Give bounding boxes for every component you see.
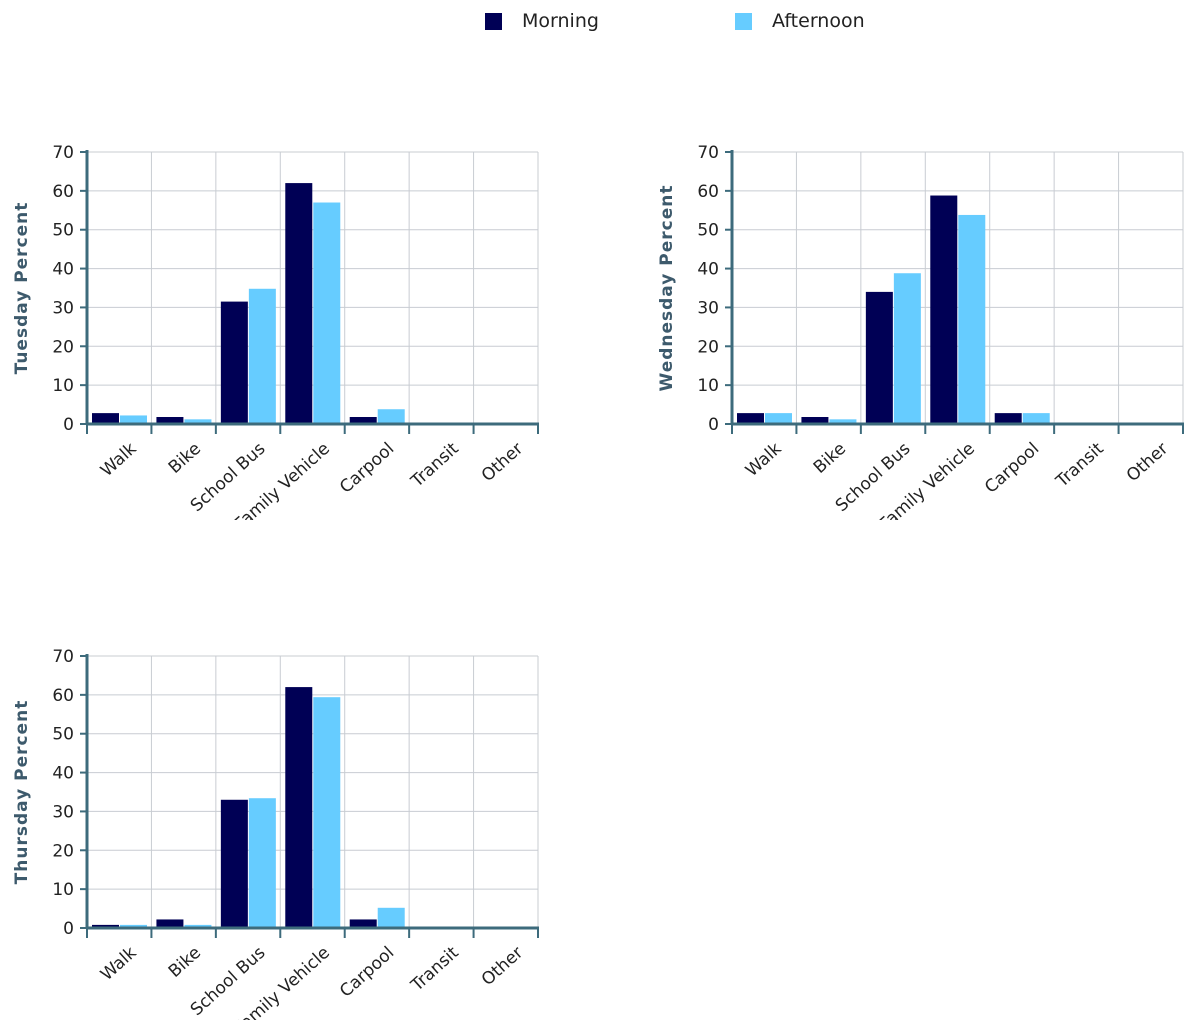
legend-label-morning: Morning (522, 10, 599, 32)
y-axis-title: Tuesday Percent (12, 202, 32, 375)
bar-afternoon-walk[interactable] (765, 413, 792, 424)
x-tick-label-transit: Transit (1052, 439, 1108, 492)
bar-afternoon-bike[interactable] (184, 419, 212, 424)
bar-afternoon-walk[interactable] (120, 415, 147, 424)
y-tick-label: 40 (52, 764, 74, 784)
y-axis-title: Thursday Percent (12, 700, 32, 885)
y-tick-label: 60 (52, 686, 74, 706)
legend-item-afternoon[interactable]: Afternoon (735, 10, 865, 32)
bar-afternoon-bike[interactable] (829, 419, 857, 424)
y-tick-label: 10 (52, 880, 74, 900)
bar-afternoon-bike[interactable] (184, 924, 212, 928)
bar-morning-walk[interactable] (737, 413, 764, 424)
y-tick-label: 50 (697, 221, 719, 241)
x-tick-label-carpool: Carpool (981, 439, 1043, 498)
bar-afternoon-carpool[interactable] (1022, 413, 1050, 424)
y-tick-label: 20 (52, 337, 74, 357)
bar-morning-walk[interactable] (92, 413, 119, 424)
grid (87, 151, 539, 425)
bar-morning-school-bus[interactable] (220, 301, 248, 424)
x-tick-label-other: Other (1123, 439, 1172, 486)
bars (92, 183, 405, 424)
legend-label-afternoon: Afternoon (772, 10, 865, 32)
x-tick-label-bike: Bike (165, 439, 205, 478)
y-tick-label: 40 (697, 260, 719, 280)
bar-afternoon-family-vehicle[interactable] (958, 214, 986, 424)
legend-item-morning[interactable]: Morning (485, 10, 599, 32)
y-tick-label: 70 (697, 143, 719, 163)
bar-morning-carpool[interactable] (349, 417, 377, 424)
bar-morning-bike[interactable] (156, 417, 184, 424)
bar-afternoon-school-bus[interactable] (248, 288, 276, 424)
legend-swatch-morning (485, 12, 502, 30)
bar-afternoon-carpool[interactable] (377, 907, 405, 928)
y-tick-label: 50 (52, 725, 74, 745)
x-tick-label-walk: Walk (97, 943, 141, 985)
bar-afternoon-school-bus[interactable] (248, 798, 276, 928)
bar-afternoon-walk[interactable] (120, 924, 147, 928)
x-tick-label-transit: Transit (407, 439, 463, 492)
y-tick-label: 30 (697, 298, 719, 318)
y-tick-label: 60 (52, 182, 74, 202)
y-axis-title: Wednesday Percent (657, 185, 677, 392)
grid (732, 151, 1184, 425)
legend-swatch-afternoon (735, 12, 752, 30)
bar-afternoon-school-bus[interactable] (893, 273, 921, 424)
bar-morning-bike[interactable] (801, 417, 829, 424)
legend: Morning Afternoon (0, 0, 1189, 44)
y-tick-label: 40 (52, 260, 74, 280)
bar-morning-walk[interactable] (92, 924, 119, 928)
y-tick-label: 50 (52, 221, 74, 241)
bars (737, 195, 1050, 424)
bar-morning-bike[interactable] (156, 919, 184, 928)
y-tick-label: 20 (697, 337, 719, 357)
x-tick-label-walk: Walk (742, 439, 786, 481)
bar-afternoon-carpool[interactable] (377, 409, 405, 424)
bar-morning-family-vehicle[interactable] (930, 195, 958, 424)
bar-morning-carpool[interactable] (994, 413, 1022, 424)
y-tick-label: 30 (52, 298, 74, 318)
y-tick-label: 70 (52, 647, 74, 667)
grid (87, 655, 539, 929)
x-tick-label-walk: Walk (97, 439, 141, 481)
bar-morning-family-vehicle[interactable] (285, 183, 313, 424)
y-tick-label: 10 (697, 376, 719, 396)
bars (92, 687, 405, 928)
y-tick-label: 30 (52, 802, 74, 822)
bar-morning-family-vehicle[interactable] (285, 687, 313, 928)
y-tick-label: 60 (697, 182, 719, 202)
y-tick-label: 0 (708, 415, 719, 435)
y-tick-label: 0 (63, 919, 74, 939)
bar-morning-school-bus[interactable] (865, 291, 893, 424)
x-tick-label-bike: Bike (165, 943, 205, 982)
x-tick-label-transit: Transit (407, 943, 463, 996)
bar-afternoon-family-vehicle[interactable] (313, 202, 341, 424)
y-tick-label: 0 (63, 415, 74, 435)
bar-morning-carpool[interactable] (349, 919, 377, 928)
bar-afternoon-family-vehicle[interactable] (313, 697, 341, 928)
x-tick-label-carpool: Carpool (336, 943, 398, 1002)
bar-morning-school-bus[interactable] (220, 799, 248, 928)
y-tick-label: 70 (52, 143, 74, 163)
x-tick-label-bike: Bike (810, 439, 850, 478)
x-tick-label-other: Other (478, 439, 527, 486)
x-tick-label-carpool: Carpool (336, 439, 398, 498)
x-tick-label-other: Other (478, 943, 527, 990)
y-tick-label: 20 (52, 841, 74, 861)
y-tick-label: 10 (52, 376, 74, 396)
